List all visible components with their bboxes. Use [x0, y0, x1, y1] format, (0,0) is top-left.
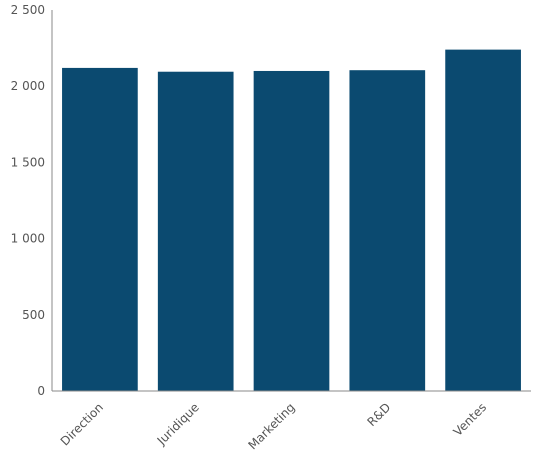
x-tick-label: Direction: [58, 400, 106, 448]
x-tick-label: Ventes: [451, 400, 490, 439]
y-tick-label: 2 000: [11, 79, 45, 93]
y-tick-label: 2 500: [11, 3, 45, 17]
y-tick-label: 1 000: [11, 232, 45, 246]
bar-ventes[interactable]: [445, 49, 521, 392]
bar-direction[interactable]: [62, 67, 138, 392]
y-axis: 0 500 1 000 1 500 2 000 2 500: [11, 3, 53, 398]
bars-group: [62, 49, 521, 392]
y-tick-label: 1 500: [11, 155, 45, 169]
x-tick-label: Marketing: [245, 400, 297, 452]
y-tick-label: 500: [22, 308, 45, 322]
bar-marketing[interactable]: [253, 70, 330, 392]
x-tick-label: Juridique: [154, 400, 202, 448]
x-tick-label: R&D: [364, 400, 393, 429]
x-axis: Direction Juridique Marketing R&D Ventes: [52, 390, 531, 452]
bar-r-d[interactable]: [349, 70, 426, 391]
y-tick-label: 0: [37, 384, 45, 398]
bar-juridique[interactable]: [157, 71, 234, 392]
